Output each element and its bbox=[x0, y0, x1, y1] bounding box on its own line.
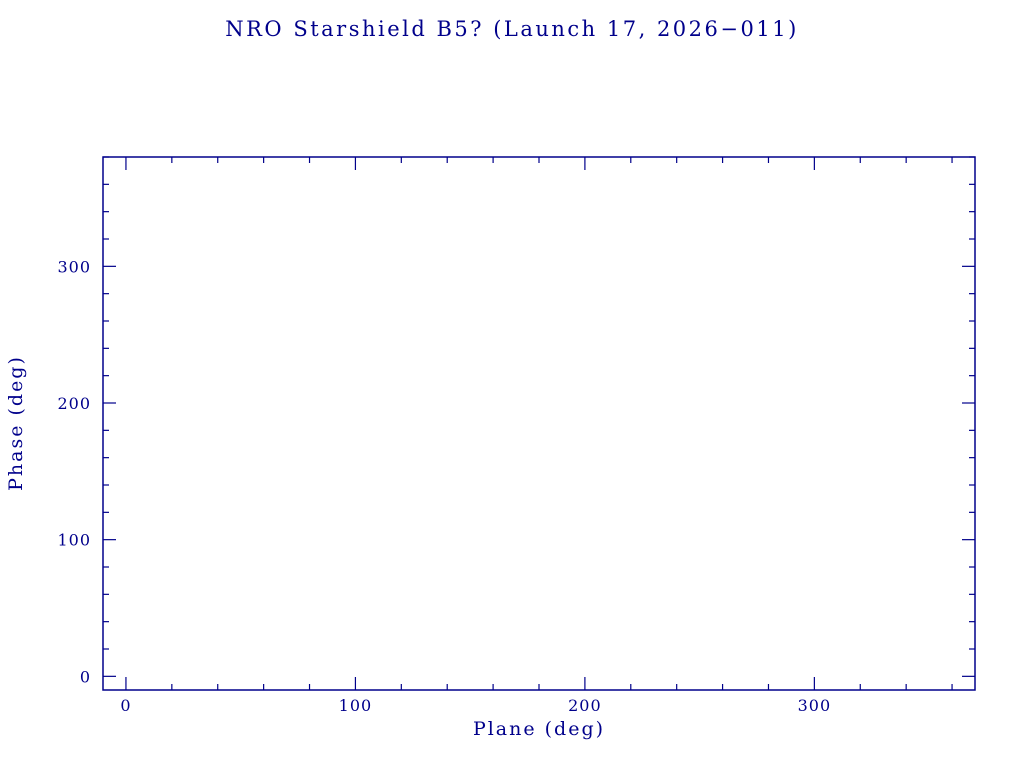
axes-frame bbox=[102, 156, 976, 691]
y-tick-label: 200 bbox=[57, 394, 91, 413]
x-axis-label: Plane (deg) bbox=[472, 718, 606, 740]
y-axis-label: Phase (deg) bbox=[5, 355, 27, 491]
y-tick-label: 100 bbox=[57, 531, 91, 550]
x-tick-label: 100 bbox=[339, 696, 373, 715]
x-tick-label: 200 bbox=[568, 696, 602, 715]
x-tick-label: 300 bbox=[798, 696, 832, 715]
y-tick-label: 0 bbox=[80, 667, 91, 686]
x-tick-label: 0 bbox=[120, 696, 131, 715]
y-tick-label: 300 bbox=[57, 257, 91, 276]
chart-title: NRO Starshield B5? (Launch 17, 2026−011) bbox=[225, 17, 799, 41]
